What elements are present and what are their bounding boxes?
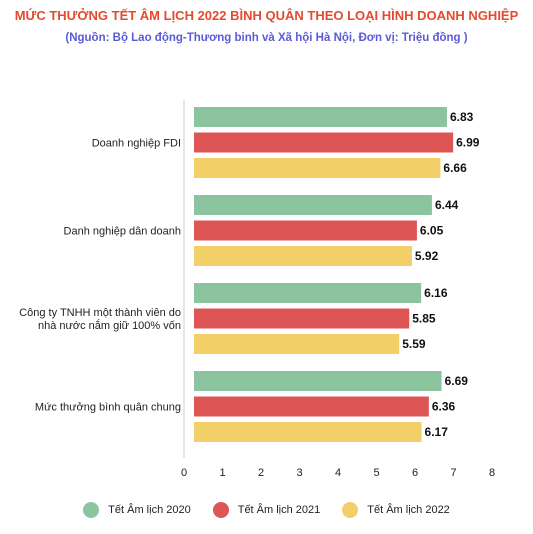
bar-3-2 [194, 422, 422, 442]
legend-label-2020: Tết Âm lịch 2020 [108, 504, 191, 516]
x-tick-label-0: 0 [181, 467, 187, 479]
bar-2-0 [194, 283, 422, 303]
category-label-3: Mức thưởng bình quân chung [35, 402, 181, 414]
category-label-1: Danh nghiệp dân doanh [64, 226, 181, 238]
legend-swatch-2021 [212, 502, 229, 518]
data-label-1-0: 6.44 [435, 198, 459, 212]
legend-item-2021: Tết Âm lịch 2021 [212, 502, 321, 518]
bar-3-1 [194, 396, 429, 417]
bar-0-0 [194, 107, 447, 127]
bar-1-0 [194, 195, 432, 215]
legend-swatch-2020 [83, 502, 100, 518]
data-label-0-0: 6.83 [450, 110, 474, 124]
data-label-2-0: 6.16 [424, 286, 448, 300]
category-label-0: Doanh nghiệp FDI [92, 138, 181, 150]
legend-label-2022: Tết Âm lịch 2022 [367, 504, 450, 516]
bar-2-2 [194, 334, 400, 354]
bar-0-2 [194, 158, 441, 178]
category-label-2-1: nhà nước nắm giữ 100% vốn [38, 319, 181, 332]
x-tick-label-7: 7 [450, 467, 456, 479]
bar-2-1 [194, 308, 410, 329]
chart-title: MỨC THƯỞNG TẾT ÂM LỊCH 2022 BÌNH QUÂN TH… [14, 8, 519, 23]
data-label-1-2: 5.92 [415, 249, 439, 263]
bar-1-1 [194, 220, 417, 241]
x-tick-label-2: 2 [258, 467, 264, 479]
legend-item-2020: Tết Âm lịch 2020 [83, 502, 191, 518]
x-tick-label-6: 6 [412, 467, 418, 479]
bar-1-2 [194, 246, 412, 266]
x-tick-label-8: 8 [489, 467, 495, 479]
data-label-0-2: 6.66 [443, 161, 467, 175]
x-tick-label-5: 5 [373, 467, 379, 479]
legend-item-2022: Tết Âm lịch 2022 [342, 502, 450, 518]
bar-0-1 [194, 132, 454, 153]
x-tick-label-4: 4 [335, 467, 341, 479]
category-label-2-0: Công ty TNHH một thành viên do [19, 307, 181, 319]
chart-subtitle: (Nguồn: Bộ Lao động-Thương binh và Xã hộ… [65, 32, 468, 44]
data-label-3-0: 6.69 [445, 374, 469, 388]
x-tick-label-3: 3 [296, 467, 302, 479]
data-label-2-2: 5.59 [402, 337, 426, 351]
data-label-2-1: 5.85 [412, 312, 436, 326]
legend: Tết Âm lịch 2020 Tết Âm lịch 2021 Tết Âm… [0, 502, 533, 518]
legend-swatch-2022 [342, 502, 359, 518]
data-label-3-2: 6.17 [425, 425, 449, 439]
data-label-3-1: 6.36 [432, 400, 456, 414]
legend-label-2021: Tết Âm lịch 2021 [237, 504, 321, 516]
data-label-0-1: 6.99 [456, 136, 480, 150]
data-label-1-1: 6.05 [420, 224, 444, 238]
x-tick-label-1: 1 [219, 467, 225, 479]
bar-3-0 [194, 371, 442, 391]
